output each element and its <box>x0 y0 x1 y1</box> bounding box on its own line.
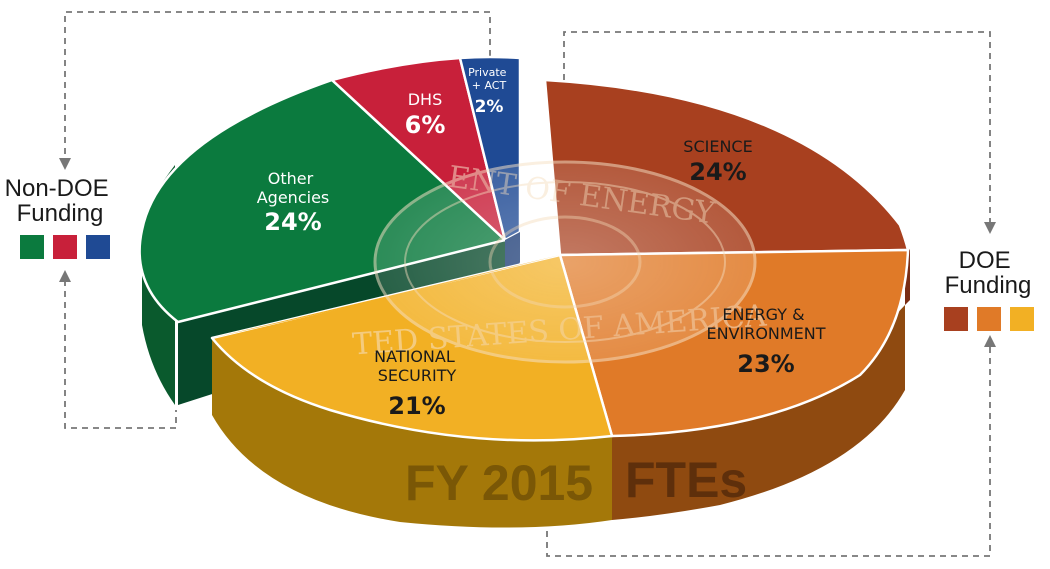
pct-energy-environment: 23% <box>737 350 794 378</box>
label-dhs: DHS <box>408 90 443 109</box>
pct-private-act: 2% <box>475 97 504 117</box>
label-science: SCIENCE <box>683 137 752 156</box>
non-doe-swatch-3 <box>86 235 110 259</box>
national-security-side <box>212 338 612 528</box>
doe-funding-label: DOE Funding <box>945 247 1032 299</box>
non-doe-swatches <box>20 235 110 259</box>
doe-swatch-1 <box>944 307 968 331</box>
doe-arrow-top <box>984 222 996 234</box>
label-other-agencies-line-1: Other <box>268 169 314 188</box>
non-doe-arrow-bottom <box>59 270 71 282</box>
label-national-security: NATIONAL SECURITY <box>374 347 460 385</box>
title-year: FY 2015 <box>405 455 593 511</box>
doe-funding-line-1: DOE <box>959 247 1011 274</box>
doe-swatches <box>944 307 1034 331</box>
pct-dhs: 6% <box>405 111 446 139</box>
pct-other-agencies: 24% <box>264 208 321 236</box>
non-doe-arrow-top <box>59 158 71 170</box>
label-energy-environment-line-1: ENERGY & <box>722 305 804 324</box>
title-ftes: FTEs <box>625 452 747 508</box>
doe-funding-line-2: Funding <box>945 272 1032 299</box>
non-doe-funding-label: Non-DOE Funding <box>5 175 116 227</box>
label-science-line-1: SCIENCE <box>683 137 752 156</box>
label-energy-environment-line-2: ENVIRONMENT <box>706 324 825 343</box>
label-private-act-line-1: Private <box>468 66 507 79</box>
non-doe-swatch-2 <box>53 235 77 259</box>
label-private-act: Private + ACT <box>468 66 510 92</box>
non-doe-funding-line-2: Funding <box>17 200 104 227</box>
label-other-agencies-line-2: Agencies <box>257 188 330 207</box>
non-doe-swatch-1 <box>20 235 44 259</box>
doe-swatch-3 <box>1010 307 1034 331</box>
label-dhs-line-1: DHS <box>408 90 443 109</box>
doe-bracket-bottom <box>546 345 991 557</box>
label-other-agencies: Other Agencies <box>257 169 330 207</box>
label-national-security-line-1: NATIONAL <box>374 347 455 366</box>
label-energy-environment: ENERGY & ENVIRONMENT <box>706 305 825 343</box>
label-national-security-line-2: SECURITY <box>378 366 457 385</box>
doe-bracket-top <box>563 31 991 228</box>
label-private-act-line-2: + ACT <box>472 79 507 92</box>
pct-science: 24% <box>689 158 746 186</box>
doe-arrow-bottom <box>984 335 996 347</box>
doe-swatch-2 <box>977 307 1001 331</box>
non-doe-bracket-bottom <box>64 280 177 429</box>
non-doe-bracket-top <box>64 11 491 165</box>
non-doe-funding-line-1: Non-DOE <box>5 175 109 202</box>
pct-national-security: 21% <box>388 392 445 420</box>
